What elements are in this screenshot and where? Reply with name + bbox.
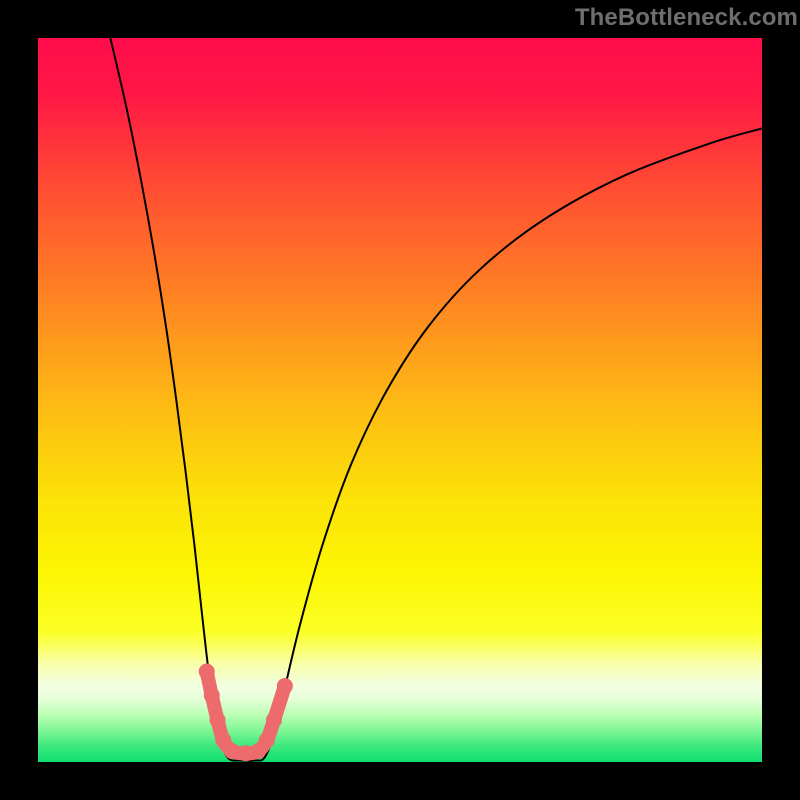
plot-area — [38, 38, 762, 762]
valley-dot — [224, 743, 240, 759]
valley-dot — [204, 687, 220, 703]
gradient-background — [38, 38, 762, 762]
valley-dot — [210, 712, 226, 728]
site-watermark: TheBottleneck.com — [575, 4, 798, 32]
valley-dot — [199, 664, 215, 680]
valley-dot — [259, 732, 275, 748]
valley-dot — [277, 678, 293, 694]
valley-dot — [266, 712, 282, 728]
chart-stage: TheBottleneck.com — [0, 0, 800, 800]
chart-svg — [38, 38, 762, 762]
